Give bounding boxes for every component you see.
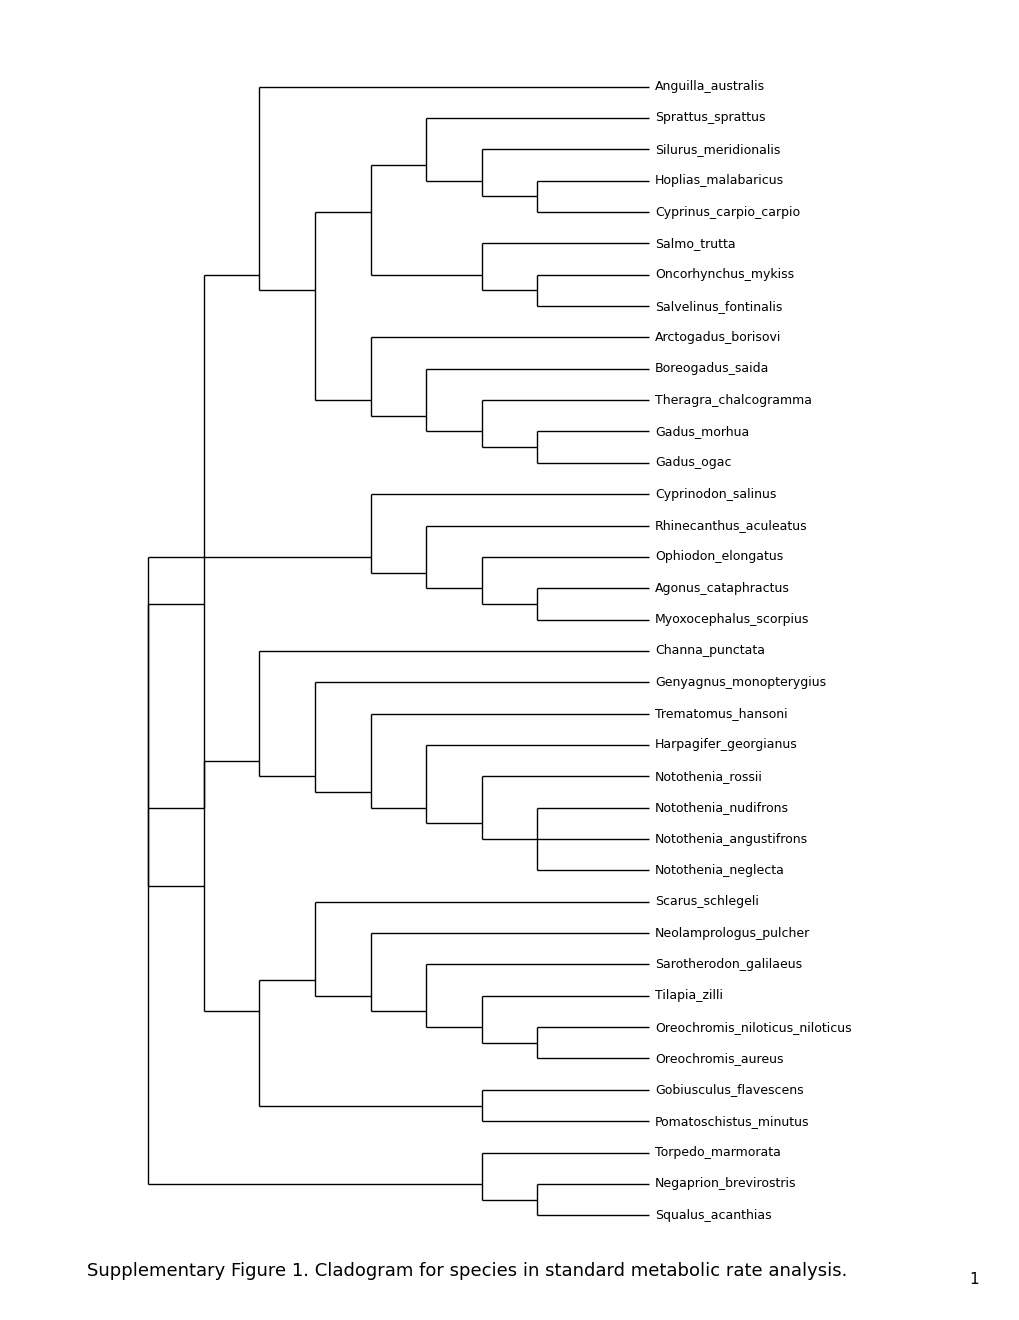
Text: Pomatoschistus_minutus: Pomatoschistus_minutus — [654, 1114, 809, 1127]
Text: Notothenia_rossii: Notothenia_rossii — [654, 770, 762, 783]
Text: Cyprinodon_salinus: Cyprinodon_salinus — [654, 487, 775, 500]
Text: Genyagnus_monopterygius: Genyagnus_monopterygius — [654, 676, 825, 689]
Text: Cyprinus_carpio_carpio: Cyprinus_carpio_carpio — [654, 206, 800, 219]
Text: Supplementary Figure 1. Cladogram for species in standard metabolic rate analysi: Supplementary Figure 1. Cladogram for sp… — [87, 1262, 847, 1280]
Text: Notothenia_angustifrons: Notothenia_angustifrons — [654, 833, 807, 846]
Text: Harpagifer_georgianus: Harpagifer_georgianus — [654, 738, 797, 751]
Text: Boreogadus_saida: Boreogadus_saida — [654, 362, 768, 375]
Text: Notothenia_neglecta: Notothenia_neglecta — [654, 863, 785, 876]
Text: Sprattus_sprattus: Sprattus_sprattus — [654, 111, 765, 124]
Text: Channa_punctata: Channa_punctata — [654, 644, 764, 657]
Text: Sarotherodon_galilaeus: Sarotherodon_galilaeus — [654, 958, 802, 972]
Text: Arctogadus_borisovi: Arctogadus_borisovi — [654, 331, 781, 345]
Text: Torpedo_marmorata: Torpedo_marmorata — [654, 1146, 781, 1159]
Text: Squalus_acanthias: Squalus_acanthias — [654, 1209, 771, 1222]
Text: Silurus_meridionalis: Silurus_meridionalis — [654, 143, 780, 156]
Text: Negaprion_brevirostris: Negaprion_brevirostris — [654, 1177, 796, 1191]
Text: Salvelinus_fontinalis: Salvelinus_fontinalis — [654, 300, 782, 313]
Text: Salmo_trutta: Salmo_trutta — [654, 236, 735, 249]
Text: Oncorhynchus_mykiss: Oncorhynchus_mykiss — [654, 268, 794, 281]
Text: Notothenia_nudifrons: Notothenia_nudifrons — [654, 801, 789, 814]
Text: Myoxocephalus_scorpius: Myoxocephalus_scorpius — [654, 612, 809, 626]
Text: Gobiusculus_flavescens: Gobiusculus_flavescens — [654, 1084, 803, 1097]
Text: Rhinecanthus_aculeatus: Rhinecanthus_aculeatus — [654, 519, 807, 532]
Text: Theragra_chalcogramma: Theragra_chalcogramma — [654, 393, 811, 407]
Text: Gadus_ogac: Gadus_ogac — [654, 457, 731, 470]
Text: Neolamprologus_pulcher: Neolamprologus_pulcher — [654, 927, 810, 940]
Text: Hoplias_malabaricus: Hoplias_malabaricus — [654, 174, 784, 187]
Text: Scarus_schlegeli: Scarus_schlegeli — [654, 895, 758, 908]
Text: Gadus_morhua: Gadus_morhua — [654, 425, 749, 438]
Text: Ophiodon_elongatus: Ophiodon_elongatus — [654, 550, 783, 564]
Text: 1: 1 — [969, 1272, 978, 1287]
Text: Trematomus_hansoni: Trematomus_hansoni — [654, 708, 787, 721]
Text: Oreochromis_niloticus_niloticus: Oreochromis_niloticus_niloticus — [654, 1020, 851, 1034]
Text: Tilapia_zilli: Tilapia_zilli — [654, 989, 722, 1002]
Text: Oreochromis_aureus: Oreochromis_aureus — [654, 1052, 783, 1065]
Text: Anguilla_australis: Anguilla_australis — [654, 81, 764, 94]
Text: Agonus_cataphractus: Agonus_cataphractus — [654, 582, 790, 595]
